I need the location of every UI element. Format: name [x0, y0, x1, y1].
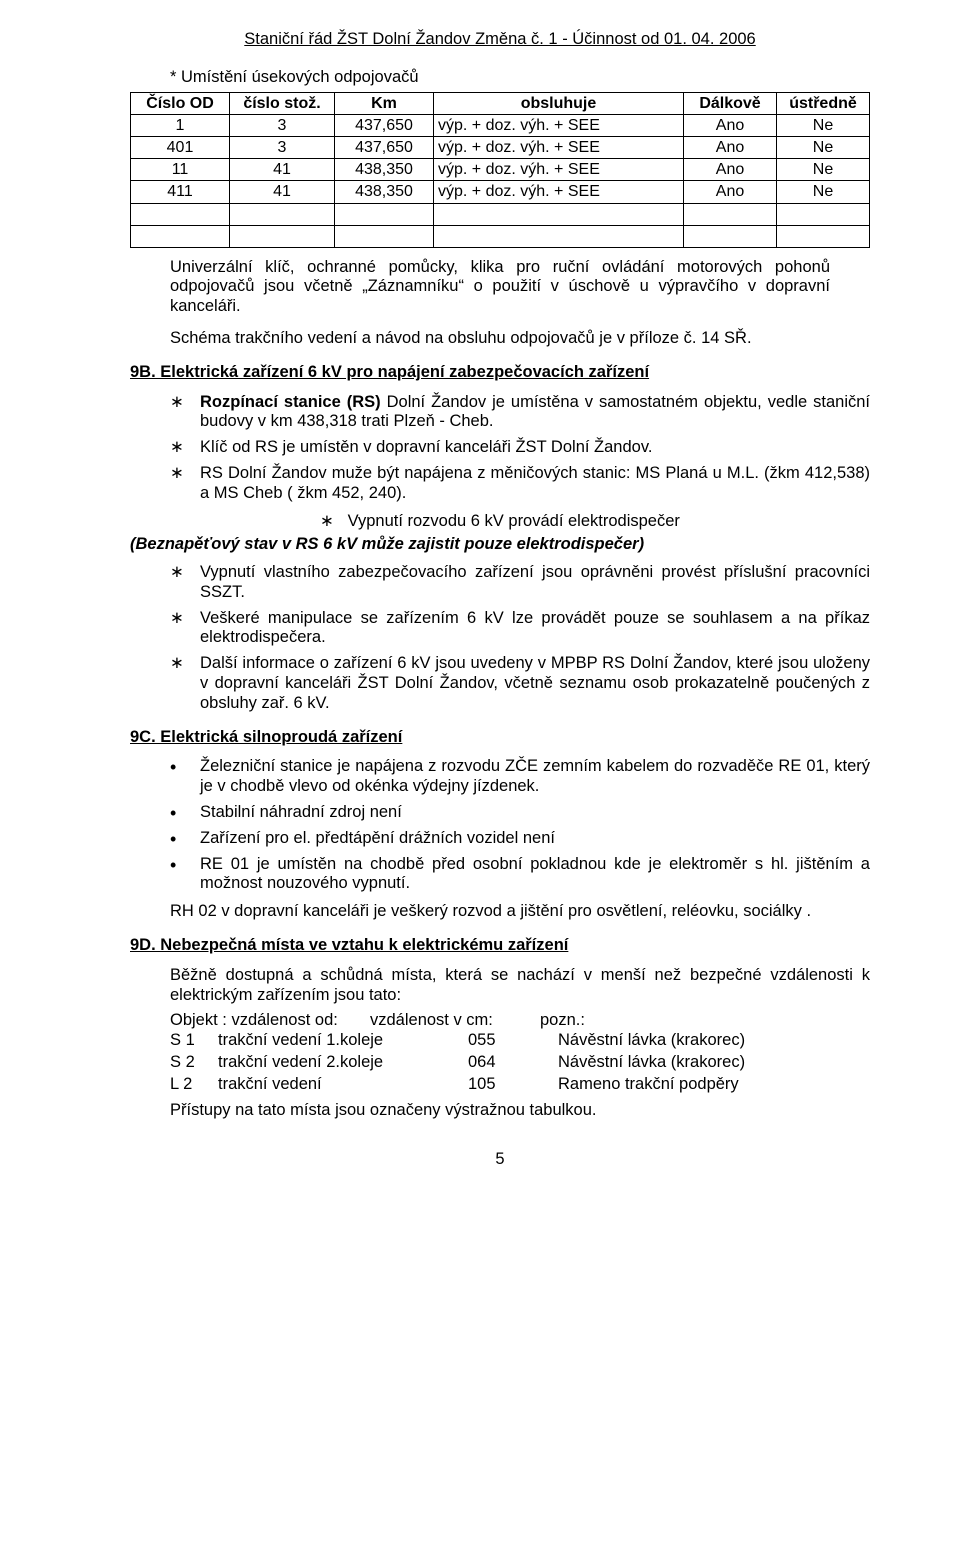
list-9c: Železniční stanice je napájena z rozvodu… — [130, 757, 870, 894]
list-item: Veškeré manipulace se zařízením 6 kV lze… — [130, 609, 870, 649]
disconnector-table: Číslo OD číslo stož. Km obsluhuje Dálkov… — [130, 92, 870, 248]
cell — [684, 225, 777, 247]
table-row: 11 41 438,350 výp. + doz. výh. + SEE Ano… — [131, 159, 870, 181]
cell: 41 — [230, 181, 335, 203]
list-9b-b: Vypnutí vlastního zabezpečovacího zaříze… — [130, 563, 870, 714]
cell: 438,350 — [335, 181, 434, 203]
table-body: 1 3 437,650 výp. + doz. výh. + SEE Ano N… — [131, 114, 870, 247]
cell: Ne — [777, 181, 870, 203]
col-obsluhuje: obsluhuje — [434, 92, 684, 114]
cell: 055 — [468, 1031, 558, 1051]
cell — [131, 225, 230, 247]
cell: trakční vedení 1.koleje — [218, 1031, 468, 1051]
list-item: Železniční stanice je napájena z rozvodu… — [130, 757, 870, 797]
heading-9c: 9C. Elektrická silnoproudá zařízení — [130, 728, 870, 748]
intro-9d: Běžně dostupná a schůdná místa, která se… — [170, 966, 870, 1006]
cell: 064 — [468, 1053, 558, 1073]
page-header: Staniční řád ŽST Dolní Žandov Změna č. 1… — [130, 30, 870, 50]
cell: 41 — [230, 159, 335, 181]
cell — [684, 203, 777, 225]
cell: Ano — [684, 159, 777, 181]
col-label-c: pozn.: — [540, 1011, 870, 1031]
col-km: Km — [335, 92, 434, 114]
cell: Ano — [684, 181, 777, 203]
centered-line: ∗ Vypnutí rozvodu 6 kV provádí elektrodi… — [320, 512, 870, 532]
cell: 438,350 — [335, 159, 434, 181]
section-intro: * Umístění úsekových odpojovačů — [170, 68, 870, 88]
columns-header: Objekt : vzdálenost od: vzdálenost v cm:… — [170, 1011, 870, 1031]
table-row: 1 3 437,650 výp. + doz. výh. + SEE Ano N… — [131, 114, 870, 136]
sub-paragraph: RH 02 v dopravní kanceláři je veškerý ro… — [170, 902, 870, 922]
data-row: S 2 trakční vedení 2.koleje 064 Návěstní… — [170, 1053, 870, 1073]
heading-9b: 9B. Elektrická zařízení 6 kV pro napájen… — [130, 363, 870, 383]
cell: Návěstní lávka (krakorec) — [558, 1031, 870, 1051]
paragraph: Univerzální klíč, ochranné pomůcky, klik… — [170, 258, 830, 317]
cell — [777, 203, 870, 225]
cell: 3 — [230, 114, 335, 136]
list-item: Vypnutí vlastního zabezpečovacího zaříze… — [130, 563, 870, 603]
col-cislo-stoz: číslo stož. — [230, 92, 335, 114]
cell — [230, 203, 335, 225]
cell: 437,650 — [335, 114, 434, 136]
cell: 411 — [131, 181, 230, 203]
cell: Ano — [684, 114, 777, 136]
cell — [434, 225, 684, 247]
table-row: 401 3 437,650 výp. + doz. výh. + SEE Ano… — [131, 136, 870, 158]
col-cislo-od: Číslo OD — [131, 92, 230, 114]
cell: Návěstní lávka (krakorec) — [558, 1053, 870, 1073]
data-row: L 2 trakční vedení 105 Rameno trakční po… — [170, 1075, 870, 1095]
page-number: 5 — [130, 1150, 870, 1170]
table-head: Číslo OD číslo stož. Km obsluhuje Dálkov… — [131, 92, 870, 114]
final-line: Přístupy na tato místa jsou označeny výs… — [170, 1101, 870, 1121]
col-ustredne: ústředně — [777, 92, 870, 114]
list-item: Stabilní náhradní zdroj není — [130, 803, 870, 823]
cell: Ne — [777, 114, 870, 136]
cell: 11 — [131, 159, 230, 181]
cell: výp. + doz. výh. + SEE — [434, 114, 684, 136]
cell: 105 — [468, 1075, 558, 1095]
table-row — [131, 203, 870, 225]
cell: Ne — [777, 159, 870, 181]
cell: Ano — [684, 136, 777, 158]
bold-text: Rozpínací stanice (RS) — [200, 393, 381, 411]
paragraph: Schéma trakčního vedení a návod na obslu… — [170, 329, 830, 349]
cell: trakční vedení — [218, 1075, 468, 1095]
cell: 3 — [230, 136, 335, 158]
list-item: Klíč od RS je umístěn v dopravní kancelá… — [130, 438, 870, 458]
cell: výp. + doz. výh. + SEE — [434, 181, 684, 203]
list-item: RE 01 je umístěn na chodbě před osobní p… — [130, 855, 870, 895]
cell: výp. + doz. výh. + SEE — [434, 159, 684, 181]
cell: 437,650 — [335, 136, 434, 158]
page: Staniční řád ŽST Dolní Žandov Změna č. 1… — [0, 0, 960, 1210]
italic-note: (Beznapěťový stav v RS 6 kV může zajisti… — [130, 535, 870, 555]
cell: S 2 — [170, 1053, 218, 1073]
list-9b-a: Rozpínací stanice (RS) Dolní Žandov je u… — [130, 393, 870, 504]
col-dalkove: Dálkově — [684, 92, 777, 114]
cell — [230, 225, 335, 247]
cell — [777, 225, 870, 247]
cell: Ne — [777, 136, 870, 158]
list-item: Zařízení pro el. předtápění drážních voz… — [130, 829, 870, 849]
table-row — [131, 225, 870, 247]
col-label-b: vzdálenost v cm: — [370, 1011, 540, 1031]
cell — [335, 225, 434, 247]
cell: výp. + doz. výh. + SEE — [434, 136, 684, 158]
cell: 401 — [131, 136, 230, 158]
text: Vypnutí rozvodu 6 kV provádí elektrodisp… — [348, 512, 680, 530]
cell: S 1 — [170, 1031, 218, 1051]
cell: trakční vedení 2.koleje — [218, 1053, 468, 1073]
cell: 1 — [131, 114, 230, 136]
list-item: Další informace o zařízení 6 kV jsou uve… — [130, 654, 870, 713]
cell: Rameno trakční podpěry — [558, 1075, 870, 1095]
list-item: Rozpínací stanice (RS) Dolní Žandov je u… — [130, 393, 870, 433]
cell — [131, 203, 230, 225]
col-label-a: Objekt : vzdálenost od: — [170, 1011, 370, 1031]
data-row: S 1 trakční vedení 1.koleje 055 Návěstní… — [170, 1031, 870, 1051]
list-item: RS Dolní Žandov muže být napájena z měni… — [130, 464, 870, 504]
cell — [335, 203, 434, 225]
cell: L 2 — [170, 1075, 218, 1095]
heading-9d: 9D. Nebezpečná místa ve vztahu k elektri… — [130, 936, 870, 956]
cell — [434, 203, 684, 225]
table-row: 411 41 438,350 výp. + doz. výh. + SEE An… — [131, 181, 870, 203]
